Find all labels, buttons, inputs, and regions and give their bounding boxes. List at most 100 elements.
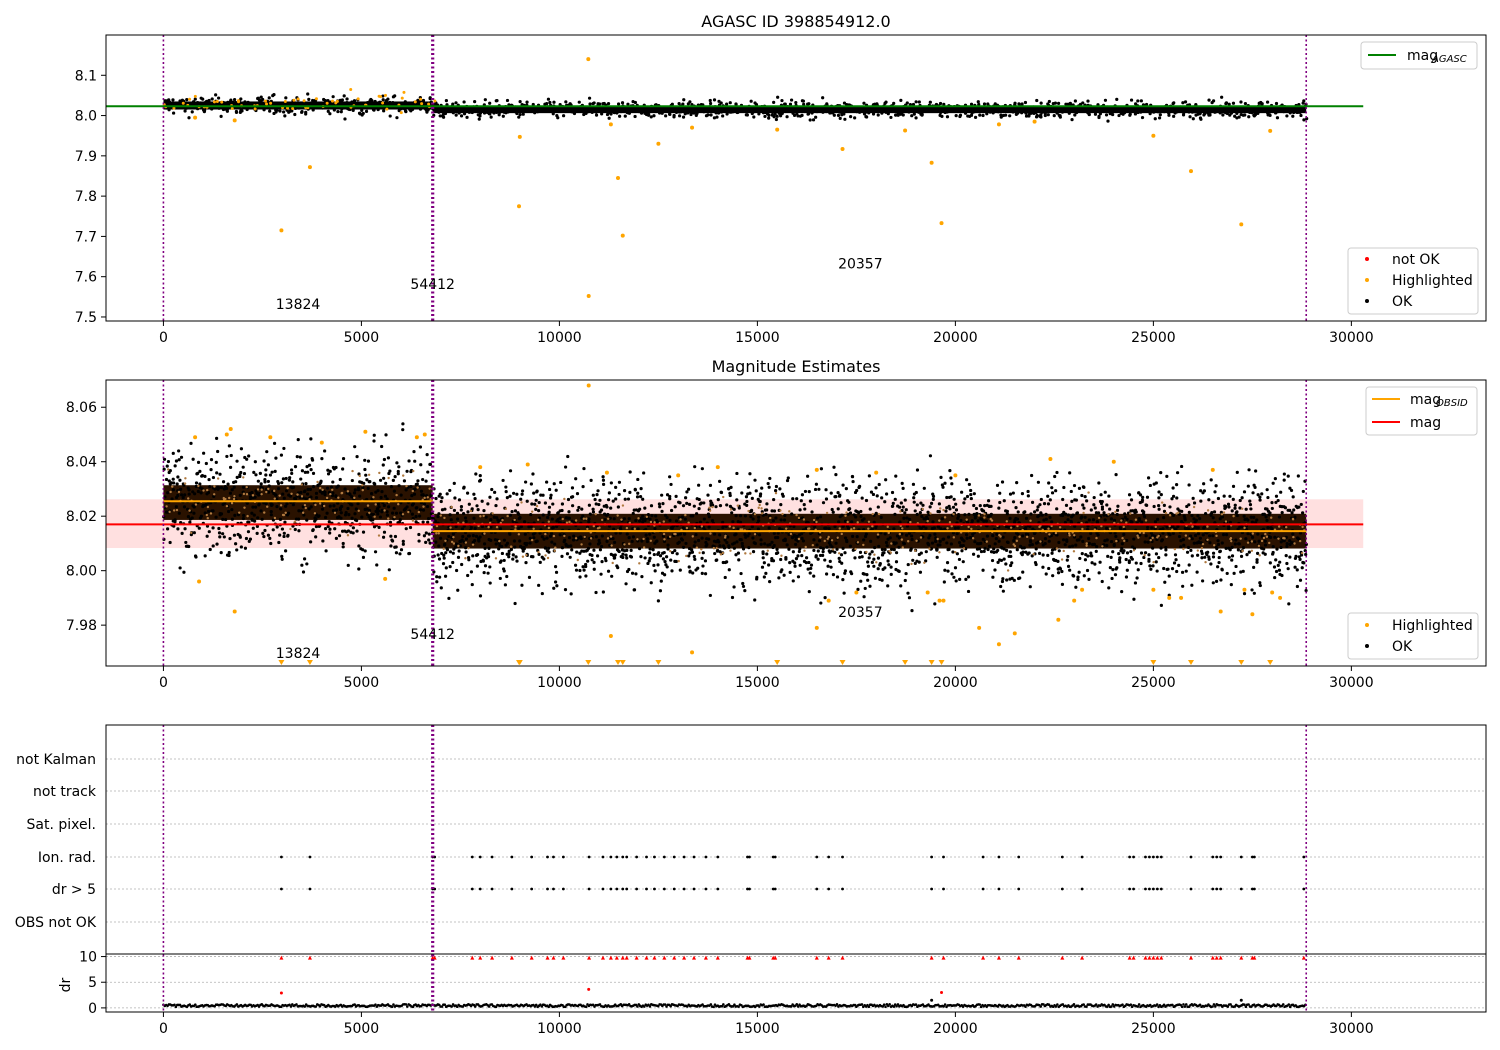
- highlighted-point: [246, 514, 249, 518]
- ok-point: [937, 510, 941, 514]
- ok-point: [687, 565, 691, 569]
- highlighted-point: [732, 526, 735, 530]
- ok-point: [741, 547, 746, 551]
- ok-point: [328, 531, 332, 535]
- highlighted-point: [444, 539, 447, 543]
- ok-point: [495, 110, 499, 114]
- ok-point: [918, 511, 922, 515]
- ok-point: [462, 112, 467, 116]
- ok-point: [455, 109, 459, 114]
- ok-point: [693, 465, 697, 469]
- ok-point: [899, 106, 903, 111]
- ok-point: [1268, 109, 1272, 113]
- highlighted-point: [795, 513, 798, 517]
- ok-point: [643, 518, 647, 523]
- ok-point: [633, 100, 638, 105]
- ok-point: [1152, 504, 1156, 509]
- ok-point: [1187, 483, 1191, 487]
- highlighted-point: [711, 505, 714, 509]
- ok-point: [578, 575, 582, 579]
- ok-point: [1036, 480, 1041, 484]
- highlighted-point: [282, 513, 286, 517]
- ok-point: [605, 539, 609, 543]
- ok-point: [457, 111, 461, 115]
- ok-point: [758, 109, 762, 114]
- ok-point: [703, 572, 708, 576]
- ok-point: [1239, 108, 1243, 113]
- ok-point: [604, 559, 608, 563]
- ok-point: [770, 509, 774, 513]
- ok-point: [323, 98, 328, 103]
- ok-point: [749, 514, 753, 519]
- ok-point: [209, 102, 214, 106]
- ok-point: [460, 562, 464, 567]
- ok-point: [1258, 583, 1262, 588]
- ok-point: [787, 547, 791, 551]
- ok-point: [842, 112, 846, 116]
- ok-point: [938, 101, 943, 106]
- ok-point: [274, 456, 278, 460]
- ok-point: [382, 530, 387, 534]
- ok-point: [655, 520, 660, 524]
- ok-point: [1143, 540, 1147, 544]
- ok-point: [533, 111, 537, 115]
- ok-point: [593, 497, 597, 502]
- ok-point: [714, 505, 718, 509]
- ok-point: [726, 535, 730, 539]
- ok-point: [1013, 535, 1017, 540]
- highlighted-point: [251, 494, 255, 497]
- ok-point: [497, 541, 501, 545]
- highlighted-point: [330, 99, 334, 103]
- ok-point: [715, 549, 719, 553]
- ok-point: [1009, 563, 1013, 568]
- ok-point: [884, 100, 888, 104]
- ok-point: [456, 588, 460, 592]
- ok-point: [858, 110, 862, 114]
- ok-point: [498, 109, 502, 113]
- ok-point: [1247, 550, 1251, 554]
- ok-point: [507, 549, 511, 553]
- ok-point: [876, 556, 881, 560]
- ok-point: [1271, 550, 1275, 555]
- highlighted-point: [950, 524, 953, 528]
- ok-point: [405, 505, 409, 509]
- ok-point: [395, 116, 399, 120]
- highlighted-point: [769, 516, 772, 520]
- ok-point: [1274, 101, 1279, 106]
- ok-point: [346, 506, 350, 511]
- ok-point: [814, 482, 819, 486]
- ok-point: [1129, 498, 1134, 502]
- ok-point: [545, 109, 549, 113]
- ok-point: [982, 519, 986, 523]
- ok-point: [613, 553, 617, 557]
- ok-point: [745, 503, 749, 507]
- ok-point: [662, 550, 666, 555]
- ok-point: [486, 552, 490, 556]
- ok-point: [309, 468, 313, 472]
- ok-point: [963, 513, 967, 517]
- ok-point: [684, 541, 688, 546]
- ok-point: [599, 544, 604, 549]
- ok-point: [802, 102, 806, 106]
- ok-point: [1171, 494, 1176, 498]
- ok-point: [293, 464, 298, 469]
- ok-point: [1065, 539, 1069, 543]
- ok-point: [806, 567, 810, 571]
- ok-point: [853, 556, 857, 560]
- ok-point: [788, 570, 792, 574]
- ok-point: [363, 549, 367, 553]
- ok-point: [488, 101, 492, 105]
- ok-point: [280, 102, 284, 106]
- ok-point: [1139, 551, 1144, 555]
- ok-point: [451, 551, 455, 555]
- ok-point: [700, 467, 704, 471]
- ok-point: [1276, 563, 1280, 567]
- ok-point: [202, 451, 206, 455]
- ok-point: [1255, 560, 1259, 564]
- ok-point: [1181, 113, 1186, 117]
- ok-point: [673, 505, 677, 509]
- highlighted-point: [302, 99, 306, 103]
- ok-point: [574, 108, 578, 112]
- ok-point: [1139, 99, 1143, 103]
- ok-point: [228, 465, 233, 469]
